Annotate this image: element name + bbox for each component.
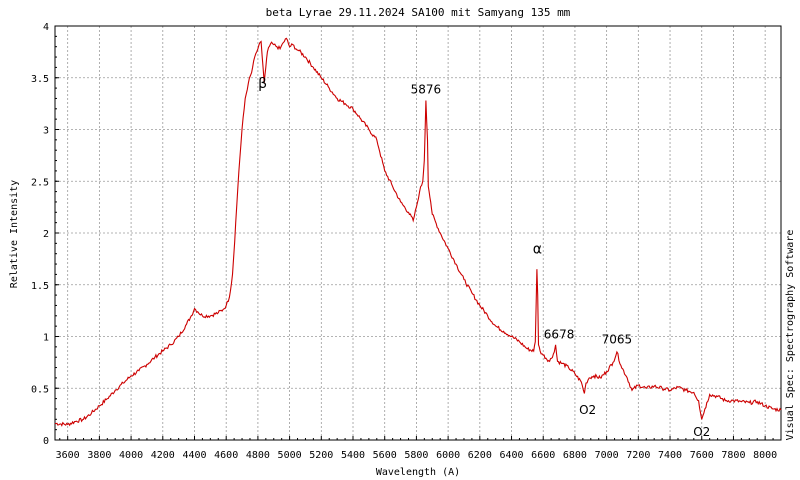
annotation-label: α (533, 242, 542, 258)
x-tick-labels: 3600 3800 4000 4200 4400 4600 4800 5000 5200 5400… (56, 450, 778, 461)
y-tick-label: 0.5 (31, 384, 49, 395)
x-tick-label: 7800 (721, 450, 745, 461)
x-tick-label: 3800 (87, 450, 111, 461)
y-tick-label: 3 (43, 126, 49, 137)
x-tick-label: 4200 (151, 450, 175, 461)
annotation-label: β (258, 76, 267, 92)
annotation-label: 5876 (411, 82, 442, 96)
y-tick-label: 1 (43, 333, 49, 344)
y-tick-label: 2.5 (31, 177, 49, 188)
x-tick-label: 6000 (436, 450, 460, 461)
x-tick-label: 4400 (182, 450, 206, 461)
x-tick-label: 5600 (373, 450, 397, 461)
y-tick-label: 0 (43, 436, 49, 447)
spectrum-line (54, 37, 782, 427)
y-tick-labels: 0 0.5 1 1.5 2 2.5 3 3.5 4 (31, 22, 49, 447)
y-tick-label: 3.5 (31, 74, 49, 85)
x-tick-label: 5400 (341, 450, 365, 461)
line-annotations: β 5876 α 6678 7065 O2 O2 (258, 76, 710, 439)
axis-ticks (55, 25, 782, 441)
x-tick-label: 6400 (499, 450, 523, 461)
x-tick-label: 3600 (56, 450, 80, 461)
x-tick-label: 8000 (753, 450, 777, 461)
x-tick-label: 4600 (214, 450, 238, 461)
x-tick-label: 6800 (563, 450, 587, 461)
side-credit-label: Visual Spec: Spectrography Software (785, 230, 796, 441)
x-tick-label: 5200 (309, 450, 333, 461)
x-tick-label: 7000 (595, 450, 619, 461)
y-tick-label: 1.5 (31, 281, 49, 292)
annotation-label: 6678 (544, 328, 575, 342)
annotation-label: O2 (579, 403, 596, 417)
x-tick-label: 5800 (404, 450, 428, 461)
y-tick-label: 4 (43, 22, 49, 33)
y-axis-label: Relative Intensity (9, 180, 20, 288)
y-tick-label: 2 (43, 229, 49, 240)
x-tick-label: 4800 (246, 450, 270, 461)
x-tick-label: 7600 (690, 450, 714, 461)
grid-lines (55, 26, 781, 440)
x-tick-label: 7200 (626, 450, 650, 461)
x-tick-label: 5000 (278, 450, 302, 461)
x-tick-label: 6200 (468, 450, 492, 461)
x-tick-label: 6600 (531, 450, 555, 461)
x-tick-label: 7400 (658, 450, 682, 461)
chart-title: beta Lyrae 29.11.2024 SA100 mit Samyang … (266, 6, 571, 19)
x-axis-label: Wavelength (A) (376, 467, 460, 478)
annotation-label: O2 (693, 425, 710, 439)
x-tick-label: 4000 (119, 450, 143, 461)
annotation-label: 7065 (602, 333, 633, 347)
